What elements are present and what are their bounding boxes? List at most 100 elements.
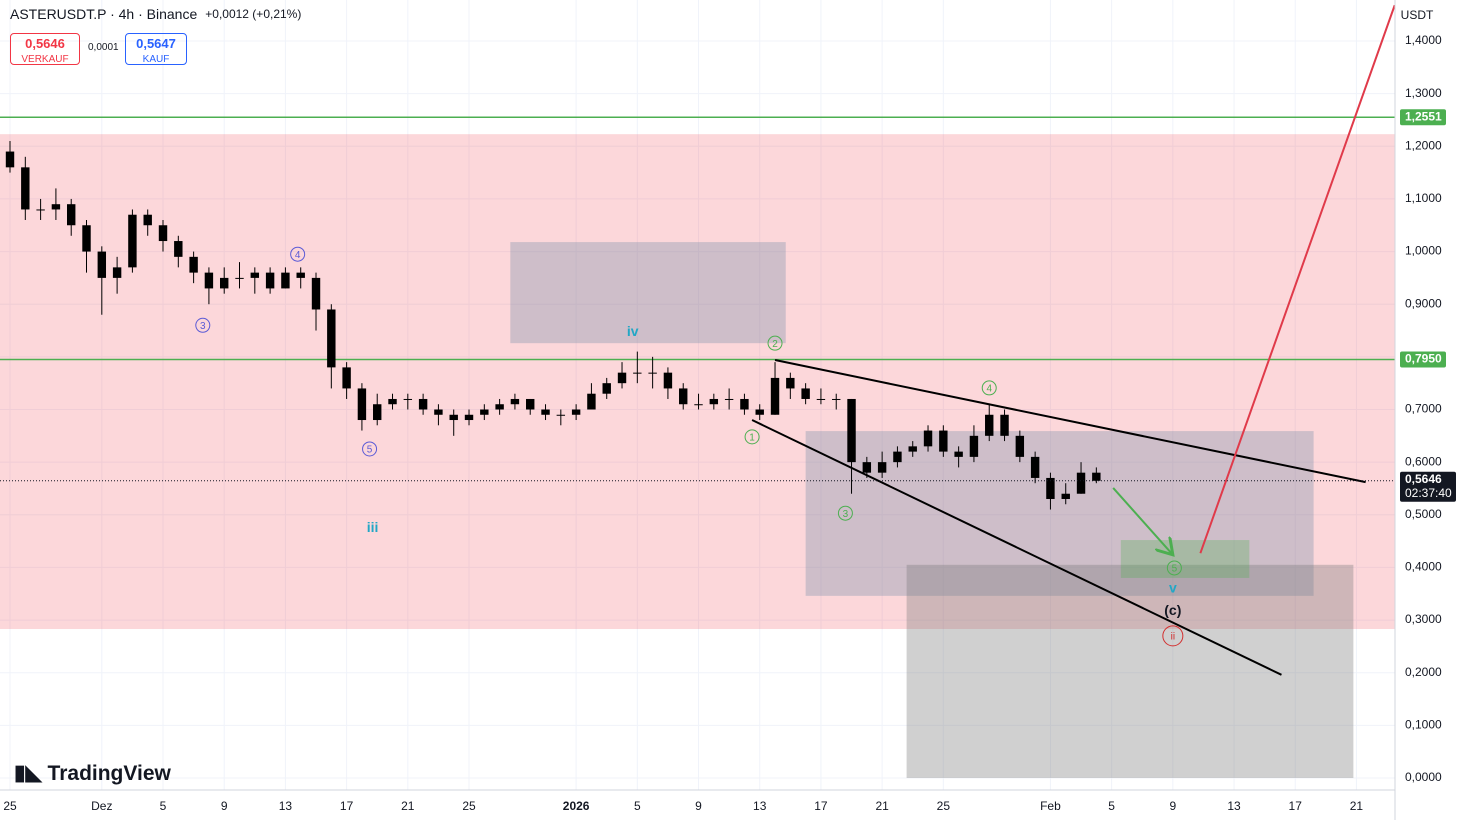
candle-body [449,414,458,421]
buy-button[interactable]: 0,5647 KAUF [125,33,187,65]
wave-circle [195,317,211,333]
sell-button[interactable]: 0,5646 VERKAUF [10,33,80,65]
trend-line [1199,4,1395,554]
wave-label: iii [367,519,379,535]
y-tick-label: 0,1000 [1405,718,1442,732]
wave-label: 4 [986,384,992,395]
wave-circle [1162,625,1184,647]
x-tick-label: 5 [160,799,167,813]
candle-body [112,267,122,278]
candle-body [893,451,902,463]
last-price-label: 0,5646 [1405,472,1442,486]
x-tick-label: 5 [1108,799,1115,813]
wave-label: (c) [1164,602,1181,618]
x-tick-label: Dez [91,799,112,813]
x-tick-label: 21 [401,799,415,813]
candle-body [434,409,443,415]
candle-body [816,398,826,400]
wave-circle [744,429,760,445]
candle-body [327,309,336,368]
axes: 0,0000 0,1000 0,2000 0,3000 0,4000 0,5000 0,60… [3,33,1456,813]
wave-circle [837,505,853,521]
y-tick-label: 0,3000 [1405,612,1442,626]
x-tick-label: 9 [695,799,702,813]
candle-body [158,225,168,242]
candle-body [418,398,428,410]
y-tick-label: 0,9000 [1405,296,1442,310]
candle-body [1015,435,1025,457]
candle-body [67,204,76,226]
wave-label: 4 [295,250,301,261]
candle-body [740,398,749,410]
y-tick-label: 1,3000 [1405,86,1442,100]
x-tick-label: 21 [875,799,889,813]
x-tick-label: 9 [1169,799,1176,813]
wave-circle [767,335,783,351]
candle-body [556,414,566,416]
symbol[interactable]: ASTERUSDT.P · 4h · Binance [10,6,198,22]
x-tick-label: 17 [340,799,354,813]
level-tag [1400,109,1446,126]
candle-body [847,398,856,463]
candle-body [923,430,933,447]
wave-label: iv [627,323,639,339]
header: ASTERUSDT.P · 4h · Binance +0,0012 (+0,2… [10,6,301,22]
wave-label: v [1169,580,1177,596]
candle-body [526,398,535,410]
x-tick-label: 25 [3,799,17,813]
y-tick-label: 0,6000 [1405,454,1442,468]
candle-body [480,409,489,415]
candle-body [939,430,948,452]
y-tick-label: 0,5000 [1405,507,1442,521]
plot-area: 3 4 5 iii iv 1 2 3 4 5 v (c) ii [0,0,1395,790]
wave-circle [362,441,378,457]
x-tick-label: 17 [1289,799,1303,813]
x-tick-label: 25 [937,799,951,813]
candle-body [97,251,107,278]
last-price-tag [1400,471,1456,502]
candle-body [985,414,994,436]
candle-body [311,277,321,310]
x-tick-label: 9 [221,799,228,813]
countdown: 02:37:40 [1405,486,1452,500]
candle-body [1030,456,1040,478]
y-tick-label: 1,1000 [1405,191,1442,205]
wave-label: ii [1171,632,1175,643]
candle-body [1076,472,1086,494]
wave-label: 1 [749,433,755,444]
x-tick-label: 2026 [563,799,590,813]
wave-circle [981,380,997,396]
x-tick-label: 5 [634,799,641,813]
zone [510,242,786,344]
x-tick-label: 13 [1227,799,1241,813]
candle-body [464,414,474,421]
candle-body [1046,477,1055,499]
candle-body [954,451,963,457]
candle-body [220,277,229,289]
candle-body [617,372,627,384]
change: +0,0012 (+0,21%) [205,7,302,21]
candle-body [265,272,275,289]
spread: 0,0001 [88,42,119,53]
wave-label: 2 [772,339,778,350]
currency[interactable]: USDT [1401,8,1434,22]
buy-price: 0,5647 [136,36,176,51]
candle-body [969,435,979,457]
y-tick-label: 0,4000 [1405,560,1442,574]
wave-label: 5 [367,445,373,456]
zone [906,564,1354,778]
buy-label: KAUF [142,54,170,65]
candle-body [1061,493,1070,499]
candle-body [908,446,917,452]
candle-body [235,277,244,279]
sell-price: 0,5646 [25,36,65,51]
candle-body [373,404,382,421]
candle-body [495,404,504,410]
x-tick-label: 13 [753,799,767,813]
candle-body [648,372,657,374]
candle-body [602,383,611,394]
candle-body [571,409,581,415]
candle-body [403,398,413,400]
